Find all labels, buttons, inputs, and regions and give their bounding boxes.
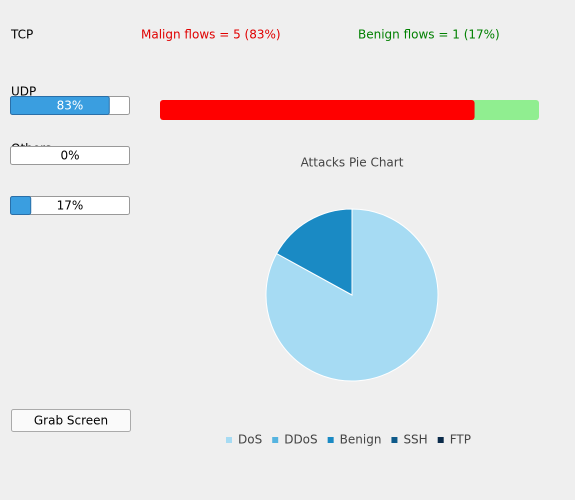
progress-fill	[10, 96, 110, 115]
chart-title: Attacks Pie Chart	[301, 156, 404, 170]
udp-label: UDP	[11, 85, 36, 99]
malign-flows: Malign flows = 5 (83%)	[141, 28, 281, 42]
legend-swatch	[437, 437, 444, 443]
progress-label: 83%	[57, 99, 84, 113]
legend-swatch	[226, 437, 232, 443]
button-label[interactable]: Grab Screen	[34, 414, 108, 428]
legend-swatch	[272, 437, 279, 443]
legend-swatch	[391, 437, 398, 443]
progress-label: 17%	[57, 199, 84, 213]
button-frame[interactable]	[11, 409, 131, 432]
tcp-label: TCP	[10, 28, 33, 42]
grab-button[interactable]: Grab Screen	[11, 409, 131, 432]
legend-label: DDoS	[284, 433, 317, 447]
progress-frame	[10, 146, 130, 165]
benign-flows: Benign flows = 1 (17%)	[358, 28, 500, 42]
progress-label: 0%	[60, 149, 79, 163]
pie-slice	[275, 208, 353, 296]
benign-bar	[468, 100, 539, 120]
legend-swatch	[327, 437, 334, 443]
legend-label: SSH	[403, 433, 427, 447]
legend-label: DoS	[238, 433, 262, 447]
malign-bar	[160, 100, 475, 120]
legend-label: Benign	[340, 433, 382, 447]
progress-fill	[10, 196, 32, 215]
legend-label: FTP	[450, 433, 471, 447]
